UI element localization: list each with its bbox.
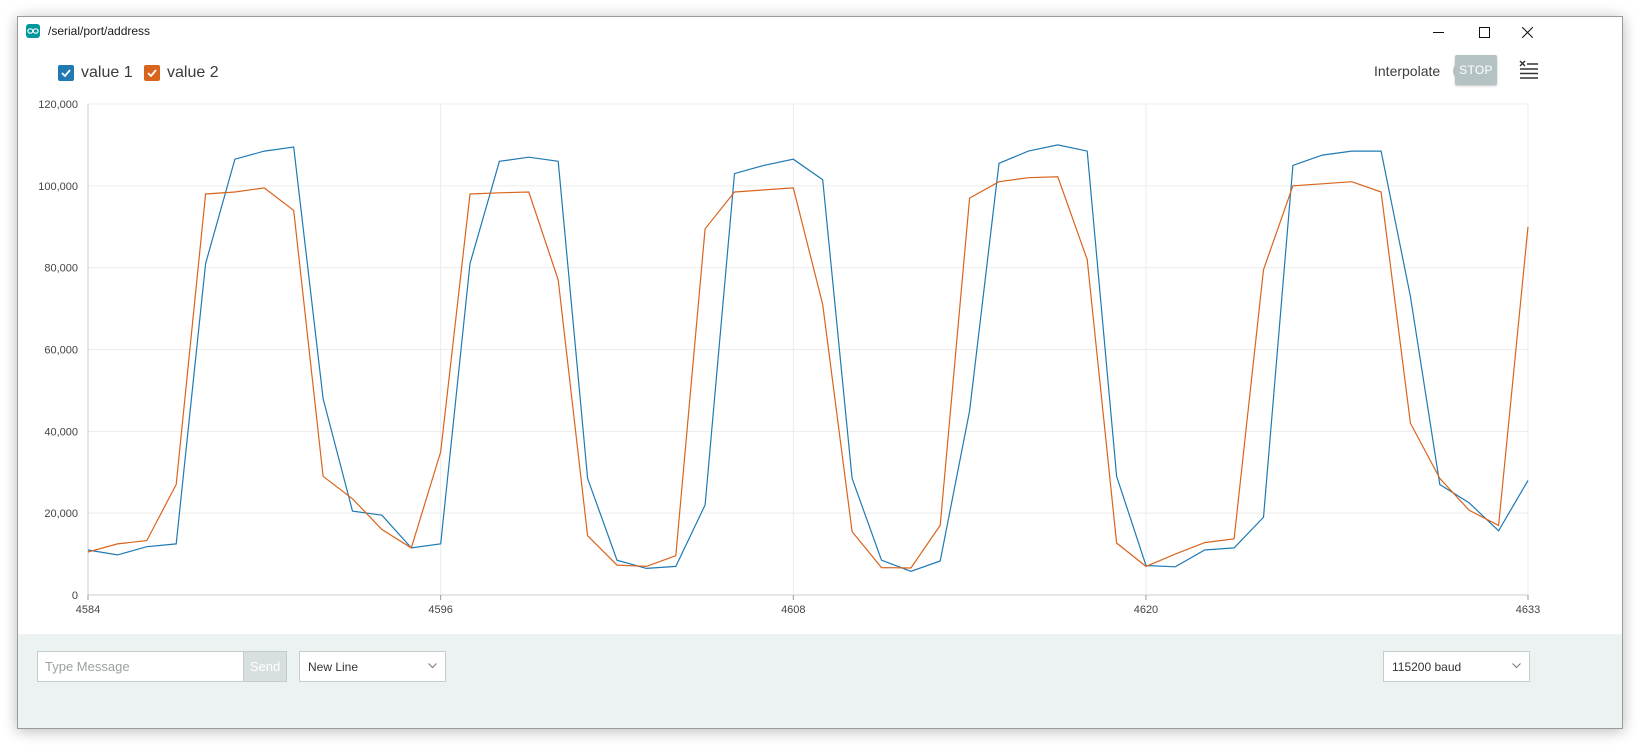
serial-plotter-window: /serial/port/address value 1 value 2 Int… — [17, 16, 1623, 729]
clear-list-icon — [1519, 60, 1538, 79]
x-tick-label: 4633 — [1516, 604, 1540, 616]
y-tick-label: 20,000 — [44, 508, 78, 520]
arduino-app-icon — [26, 24, 40, 38]
maximize-icon — [1478, 26, 1490, 38]
legend-label: value 2 — [167, 64, 219, 81]
line-ending-value: New Line — [308, 659, 359, 674]
series-line-value-2 — [87, 176, 1529, 569]
minimize-button[interactable] — [1415, 17, 1461, 47]
chevron-down-icon — [428, 663, 437, 669]
message-input[interactable] — [37, 651, 243, 682]
y-tick-label: 0 — [72, 590, 78, 602]
stop-button[interactable]: STOP — [1455, 55, 1497, 85]
x-tick-label: 4596 — [428, 604, 452, 616]
line-ending-select[interactable]: New Line — [299, 651, 446, 682]
minimize-icon — [1432, 31, 1444, 33]
x-tick-label: 4620 — [1134, 604, 1158, 616]
x-tick-label: 4608 — [781, 604, 805, 616]
series-line-value-1 — [87, 144, 1529, 572]
window-title: /serial/port/address — [48, 24, 151, 38]
legend-label: value 1 — [81, 64, 133, 81]
serial-plot-chart: 0 20,000 40,000 60,000 80,000 100,000 120,000 4… — [38, 99, 1540, 616]
baud-rate-select[interactable]: 115200 baud — [1383, 651, 1530, 682]
footer-bar: Send New Line 115200 baud — [18, 634, 1622, 728]
legend-value-1[interactable]: value 1 — [58, 63, 133, 83]
maximize-button[interactable] — [1461, 17, 1507, 47]
clear-button[interactable] — [1515, 57, 1541, 83]
checkbox-checked-icon[interactable] — [144, 65, 160, 81]
checkbox-checked-icon[interactable] — [58, 65, 74, 81]
close-icon — [1521, 26, 1533, 38]
title-bar[interactable]: /serial/port/address — [18, 17, 1622, 47]
x-tick-label: 4584 — [76, 604, 100, 616]
interpolate-label: Interpolate — [1374, 63, 1441, 79]
baud-rate-value: 115200 baud — [1392, 659, 1462, 674]
y-tick-label: 60,000 — [44, 345, 78, 357]
legend-value-2[interactable]: value 2 — [144, 63, 219, 83]
y-tick-label: 80,000 — [44, 263, 78, 275]
chevron-down-icon — [1512, 663, 1521, 669]
send-button[interactable]: Send — [243, 651, 287, 682]
y-tick-label: 100,000 — [38, 181, 78, 193]
y-tick-label: 40,000 — [44, 426, 78, 438]
y-tick-label: 120,000 — [38, 99, 78, 111]
close-button[interactable] — [1504, 17, 1550, 47]
